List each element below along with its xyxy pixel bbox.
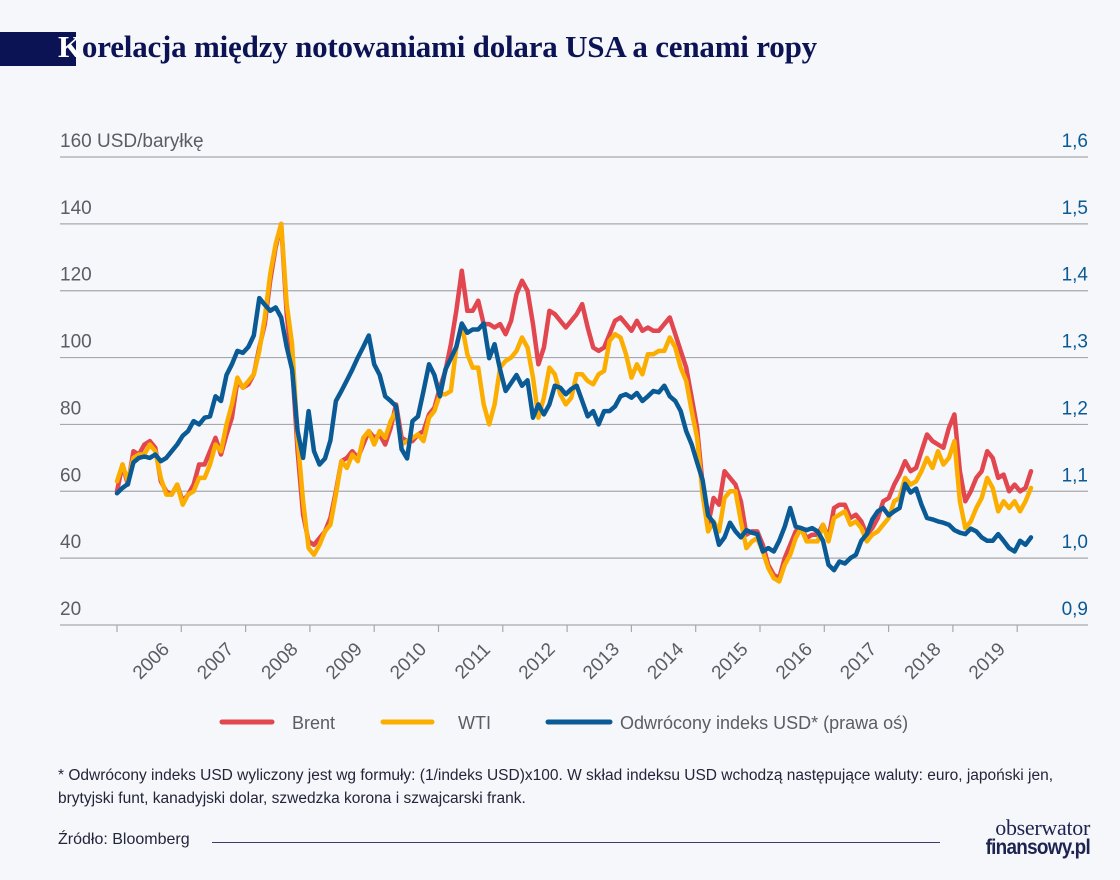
x-tick-label: 2006 [129, 639, 174, 684]
left-axis-unit-label: 160 USD/baryłkę [60, 131, 204, 152]
logo-line1: obserwator [995, 815, 1090, 840]
legend: Brent WTI Odwrócony indeks USD* (prawa oś) [219, 713, 908, 733]
title-accent-box [0, 32, 76, 66]
right-axis-labels: 0,9 1,0 1,1 1,2 1,3 1,4 1,5 1,6 [1062, 131, 1089, 620]
right-axis-tick-label: 1,3 [1062, 332, 1088, 353]
right-axis-tick-label: 1,5 [1062, 198, 1088, 219]
x-tick-label: 2010 [386, 639, 431, 684]
left-axis-labels: 20 40 60 80 100 120 140 160 USD/baryłkę [60, 131, 204, 620]
x-tick-label: 2011 [451, 639, 495, 683]
source-text: Źródło: Bloomberg [58, 831, 190, 848]
legend-label: Brent [292, 713, 335, 733]
right-axis-tick-label: 1,2 [1062, 398, 1088, 419]
left-axis-tick-label: 60 [60, 465, 81, 486]
source-divider [212, 842, 940, 843]
left-axis-tick-label: 80 [60, 398, 81, 419]
logo-line2: finansowy.pl [985, 836, 1091, 859]
left-axis-tick-label: 40 [60, 532, 81, 553]
x-tick-label: 2017 [836, 639, 881, 684]
x-tick-label: 2014 [644, 639, 689, 684]
left-axis-tick-label: 120 [60, 265, 92, 286]
x-tick-label: 2018 [901, 639, 946, 684]
gridlines [60, 156, 1088, 626]
series-line-wti [114, 221, 1034, 584]
legend-label: Odwrócony indeks USD* (prawa oś) [620, 713, 908, 733]
x-tick-label: 2008 [258, 639, 303, 684]
x-axis: 2006 2007 2008 2009 2010 2011 2012 2013 2014 2015… [116, 625, 1018, 684]
x-tick-label: 2019 [965, 639, 1010, 684]
right-axis-tick-label: 1,4 [1062, 265, 1089, 286]
right-axis-tick-label: 1,6 [1062, 131, 1088, 152]
x-tick-label: 2007 [193, 639, 238, 684]
series-lines [114, 221, 1034, 584]
left-axis-tick-label: 20 [60, 599, 81, 620]
legend-label: WTI [458, 713, 491, 733]
right-axis-tick-label: 1,0 [1062, 532, 1088, 553]
x-tick-label: 2013 [579, 639, 624, 684]
x-tick-label: 2016 [772, 639, 817, 684]
left-axis-tick-label: 140 [60, 198, 92, 219]
series-line-odwrócony [114, 295, 1034, 573]
chart-title: Korelacja między notowaniami dolara USA … [58, 29, 817, 64]
x-tick-label: 2015 [708, 639, 753, 684]
x-tick-label: 2012 [515, 639, 560, 684]
right-axis-tick-label: 1,1 [1062, 465, 1088, 486]
logo: obserwator finansowy.pl [950, 815, 1091, 859]
footnote: * Odwrócony indeks USD wyliczony jest wg… [58, 767, 1054, 807]
x-tick-label: 2009 [322, 639, 367, 684]
series-line-brent [114, 221, 1034, 581]
right-axis-tick-label: 0,9 [1062, 599, 1088, 620]
left-axis-tick-label: 100 [60, 332, 92, 353]
